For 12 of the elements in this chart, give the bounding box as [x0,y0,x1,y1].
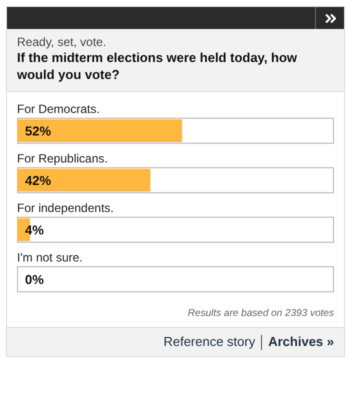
y-tick-label: For Republicans. [17,152,108,166]
data-label: 42% [25,172,52,188]
data-label: 52% [25,123,52,138]
chart-subtitle: Ready, set, vote. [17,35,108,49]
text: Results are based on 2393 votes [186,307,335,321]
y-tick-label: For Democrats. [17,102,100,116]
y-tick-label: I'm not sure. [17,250,83,265]
data-label: 0% [25,272,44,287]
chart-title: If the midterm elections were held today, how would you vote? [17,49,298,83]
text: Archives » [268,334,334,349]
text: Reference story [163,334,256,349]
y-tick-label: For independents. [17,201,114,216]
